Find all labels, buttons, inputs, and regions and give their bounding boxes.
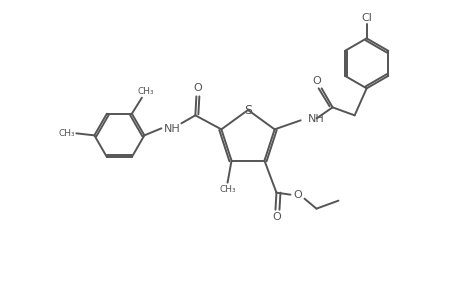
- Text: O: O: [292, 190, 301, 200]
- Text: O: O: [271, 212, 280, 222]
- Text: S: S: [243, 103, 252, 116]
- Text: O: O: [193, 83, 202, 93]
- Text: CH₃: CH₃: [58, 129, 74, 138]
- Text: O: O: [312, 76, 320, 86]
- Text: CH₃: CH₃: [219, 185, 235, 194]
- Text: NH: NH: [164, 124, 180, 134]
- Text: CH₃: CH₃: [137, 87, 154, 96]
- Text: NH: NH: [307, 114, 324, 124]
- Text: Cl: Cl: [360, 13, 371, 23]
